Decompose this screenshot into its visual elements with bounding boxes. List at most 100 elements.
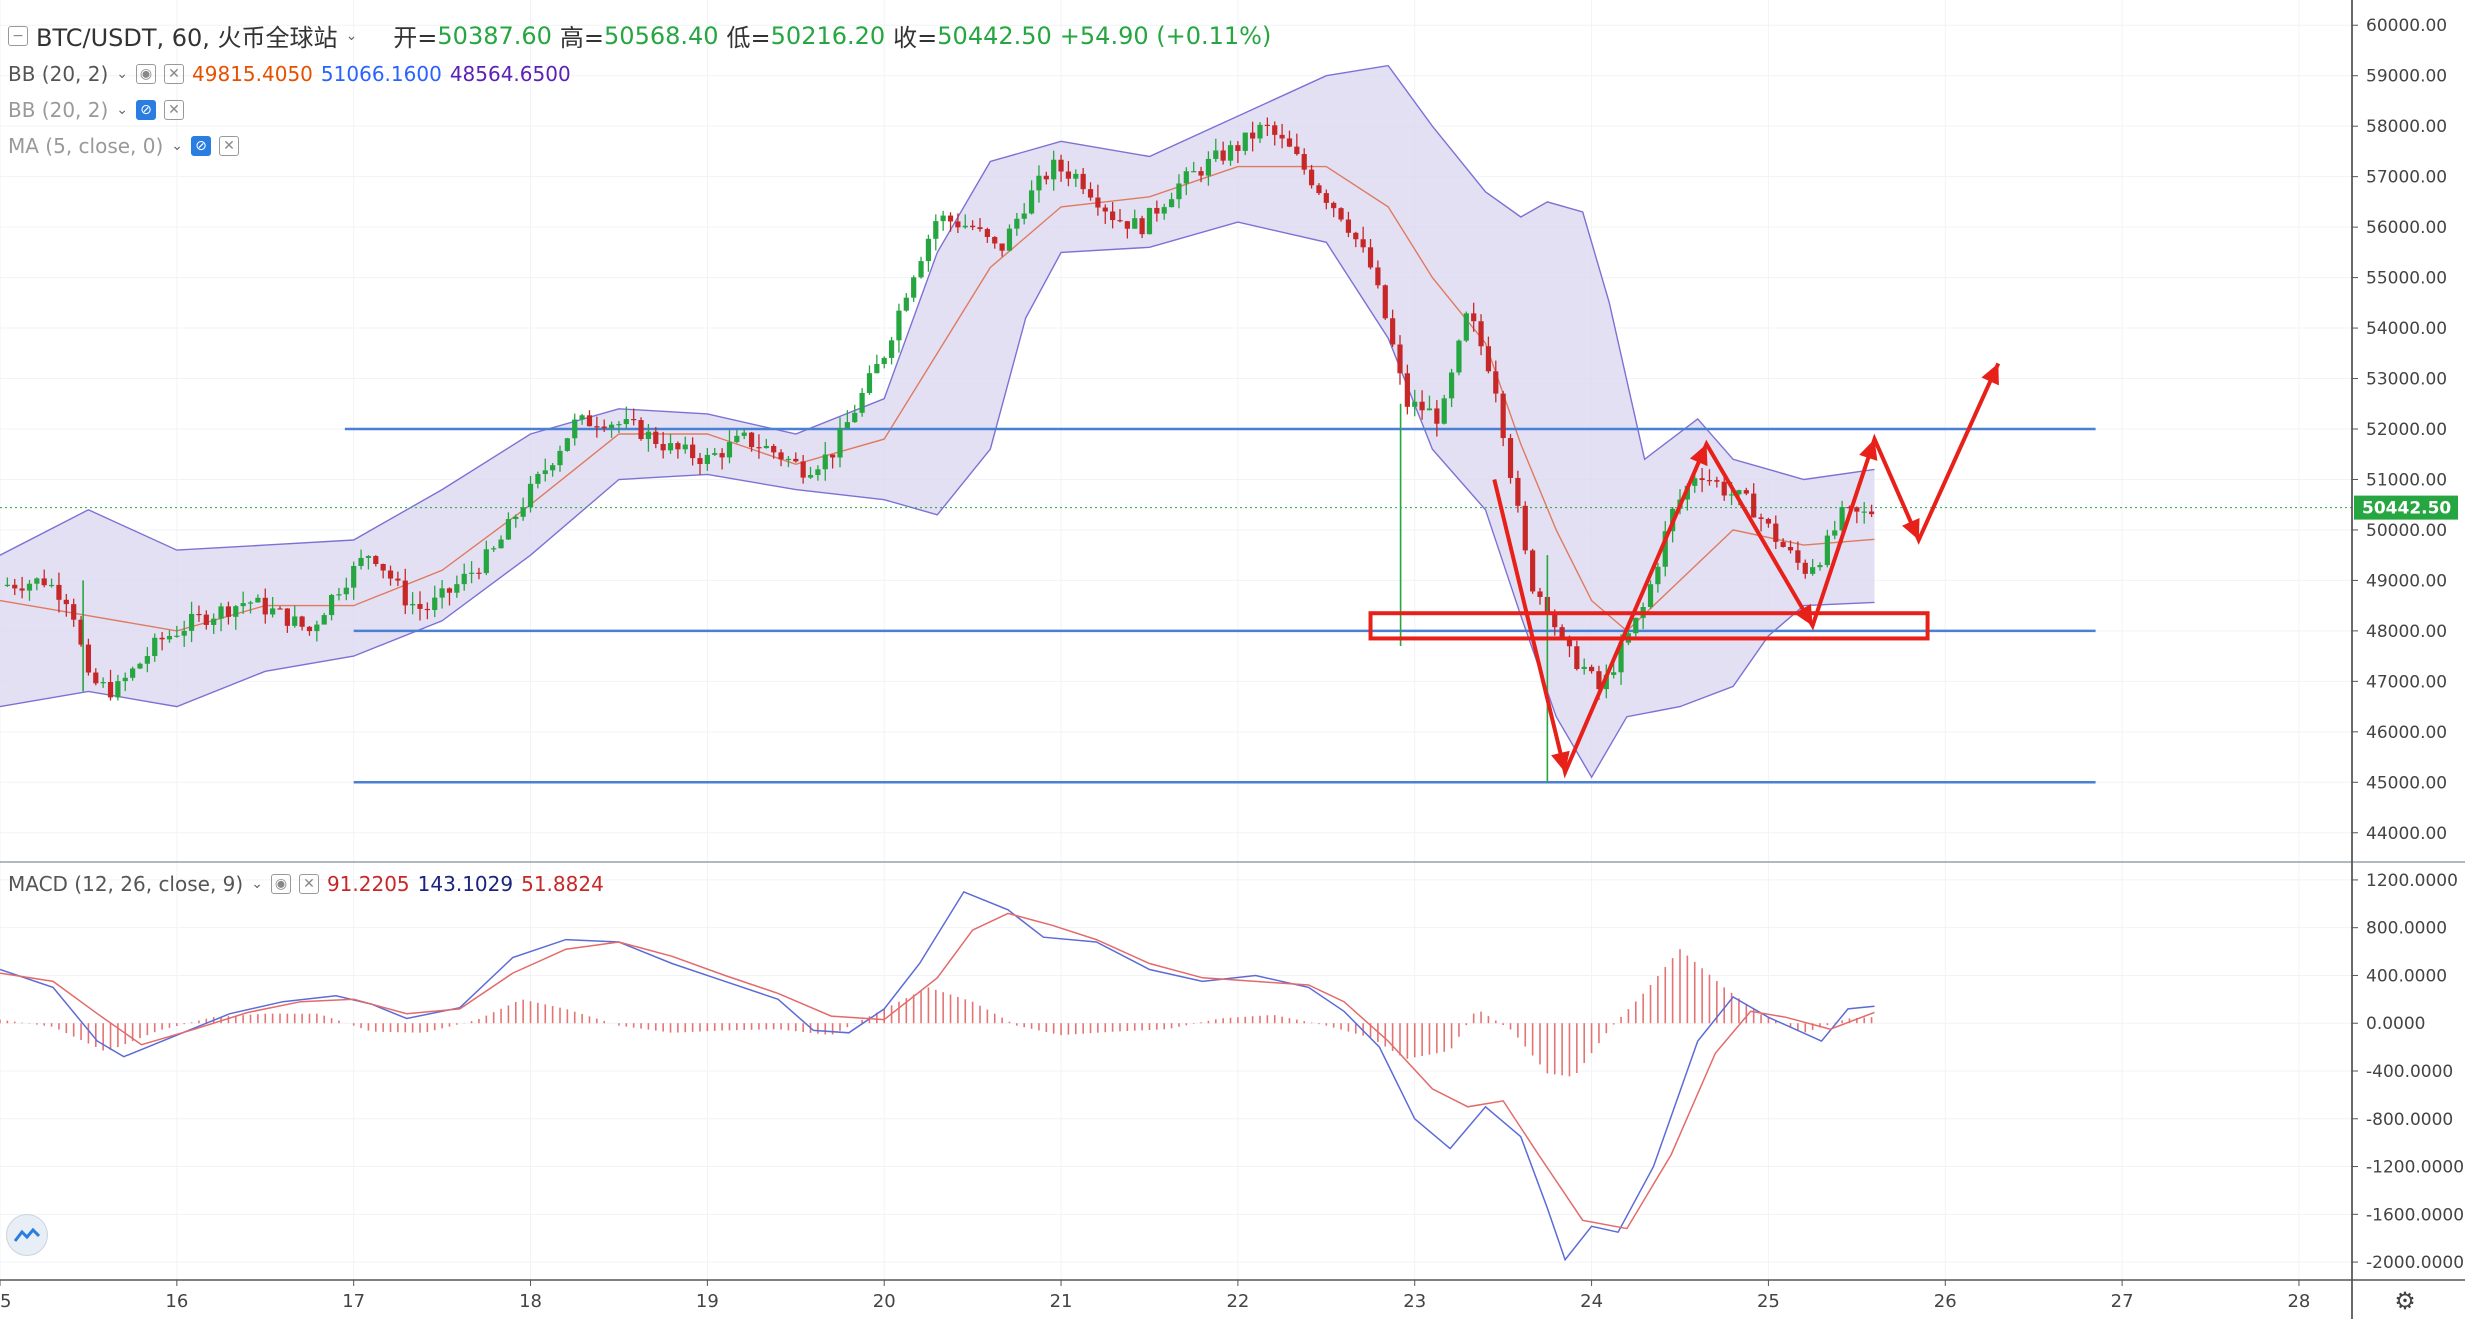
candle-body — [240, 603, 246, 607]
candle-body — [881, 357, 887, 365]
candle-body — [181, 630, 187, 636]
candle-body — [741, 432, 747, 436]
macd-value: 143.1029 — [417, 872, 514, 896]
indicator-bb-1[interactable]: BB (20, 2) ⌄ ◉ ✕ 49815.4050 51066.1600 4… — [8, 62, 571, 86]
bb-fill — [0, 65, 1875, 778]
time-tick-label: 16 — [165, 1291, 188, 1312]
symbol-title[interactable]: BTC/USDT, 60, 火币全球站 — [36, 24, 338, 52]
price-tick-label: 50000.00 — [2366, 521, 2447, 541]
collapse-icon[interactable]: − — [8, 25, 28, 46]
macd-label[interactable]: MACD (12, 26, close, 9) — [8, 872, 244, 896]
close-icon[interactable]: ✕ — [164, 100, 185, 120]
candle-body — [977, 227, 983, 230]
candle-body — [984, 229, 990, 237]
macd-tick-label: -1600.0000 — [2366, 1205, 2464, 1225]
candle-body — [424, 608, 430, 611]
candle-body — [682, 444, 688, 450]
candle-body — [454, 584, 460, 593]
candle-body — [601, 426, 607, 429]
candle-body — [1596, 671, 1602, 690]
candle-body — [594, 426, 600, 428]
close-icon[interactable]: ✕ — [219, 136, 240, 156]
close-value: 50442.50 — [937, 21, 1052, 50]
candle-body — [1699, 478, 1705, 481]
candle-body — [1021, 213, 1027, 219]
candle-body — [763, 445, 769, 449]
close-icon[interactable]: ✕ — [298, 874, 319, 894]
indicator-bb-2[interactable]: BB (20, 2) ⌄ ⊘ ✕ — [8, 98, 185, 122]
candle-body — [999, 243, 1005, 251]
time-tick-label: 20 — [873, 1291, 896, 1312]
candle-body — [1375, 267, 1381, 286]
candle-body — [1242, 132, 1248, 151]
candle-body — [874, 364, 880, 374]
candle-body — [1463, 313, 1469, 341]
chevron-down-icon[interactable]: ⌄ — [171, 138, 184, 154]
high-label: 高= — [559, 24, 605, 52]
time-tick-label: 26 — [1934, 1291, 1957, 1312]
candle-body — [911, 277, 917, 298]
candle-body — [188, 613, 195, 631]
indicator-label[interactable]: MA (5, close, 0) — [8, 134, 164, 158]
eye-hidden-icon[interactable]: ⊘ — [191, 136, 212, 156]
candle-body — [800, 461, 806, 478]
time-tick-label: 22 — [1226, 1291, 1249, 1312]
candle-body — [1817, 565, 1823, 568]
indicator-label[interactable]: BB (20, 2) — [8, 98, 109, 122]
candle-body — [756, 447, 762, 449]
candle-body — [306, 626, 313, 632]
candle-body — [336, 594, 342, 596]
candle-body — [1272, 125, 1278, 135]
candle-body — [830, 454, 836, 458]
eye-icon[interactable]: ◉ — [270, 874, 291, 894]
candlestick-series — [4, 117, 1875, 783]
chevron-down-icon[interactable]: ⌄ — [251, 876, 263, 892]
eye-hidden-icon[interactable]: ⊘ — [136, 100, 157, 120]
candle-body — [557, 450, 563, 466]
eye-icon[interactable]: ◉ — [136, 64, 157, 84]
macd-legend[interactable]: MACD (12, 26, close, 9) ⌄ ◉ ✕ 91.2205 14… — [8, 872, 604, 896]
chevron-down-icon[interactable]: ⌄ — [345, 27, 358, 44]
candle-body — [1198, 171, 1204, 176]
candle-body — [1146, 207, 1153, 235]
candle-body — [962, 225, 968, 228]
candle-body — [535, 474, 541, 484]
candle-body — [1728, 494, 1735, 496]
candle-body — [1227, 145, 1234, 161]
candle-body — [343, 587, 349, 595]
candle-body — [933, 221, 939, 239]
candle-body — [1264, 124, 1270, 127]
candle-body — [520, 507, 526, 517]
macd-pane — [0, 861, 2465, 1262]
signal-line — [0, 912, 1875, 1230]
candle-body — [292, 616, 298, 626]
chevron-down-icon[interactable]: ⌄ — [116, 102, 129, 118]
support-resistance-lines[interactable] — [0, 427, 2352, 784]
candle-body — [1714, 480, 1720, 482]
chevron-down-icon[interactable]: ⌄ — [116, 66, 129, 82]
candle-body — [992, 236, 998, 244]
candle-body — [1073, 173, 1079, 179]
price-tick-label: 47000.00 — [2366, 672, 2447, 692]
candle-body — [48, 584, 55, 587]
candle-body — [653, 431, 659, 445]
candle-body — [26, 583, 33, 591]
candle-body — [159, 637, 165, 640]
candle-body — [351, 565, 357, 588]
symbol-header[interactable]: − BTC/USDT, 60, 火币全球站 ⌄ 开= 50387.60 高= 505… — [8, 18, 1271, 53]
bollinger-bands — [0, 64, 1875, 779]
settings-gear-icon[interactable]: ⚙ — [2394, 1287, 2416, 1315]
tradingview-logo-icon[interactable] — [6, 1214, 48, 1256]
forecast-annotations[interactable] — [1368, 362, 2001, 779]
bb-lower-value: 48564.6500 — [449, 62, 571, 86]
candle-body — [1861, 511, 1867, 513]
candle-body — [1213, 150, 1219, 159]
close-icon[interactable]: ✕ — [164, 64, 185, 84]
indicator-label[interactable]: BB (20, 2) — [8, 62, 109, 86]
candle-body — [896, 310, 902, 341]
indicator-ma[interactable]: MA (5, close, 0) ⌄ ⊘ ✕ — [8, 134, 240, 158]
candle-body — [225, 606, 232, 617]
time-tick-label: 21 — [1050, 1291, 1073, 1312]
